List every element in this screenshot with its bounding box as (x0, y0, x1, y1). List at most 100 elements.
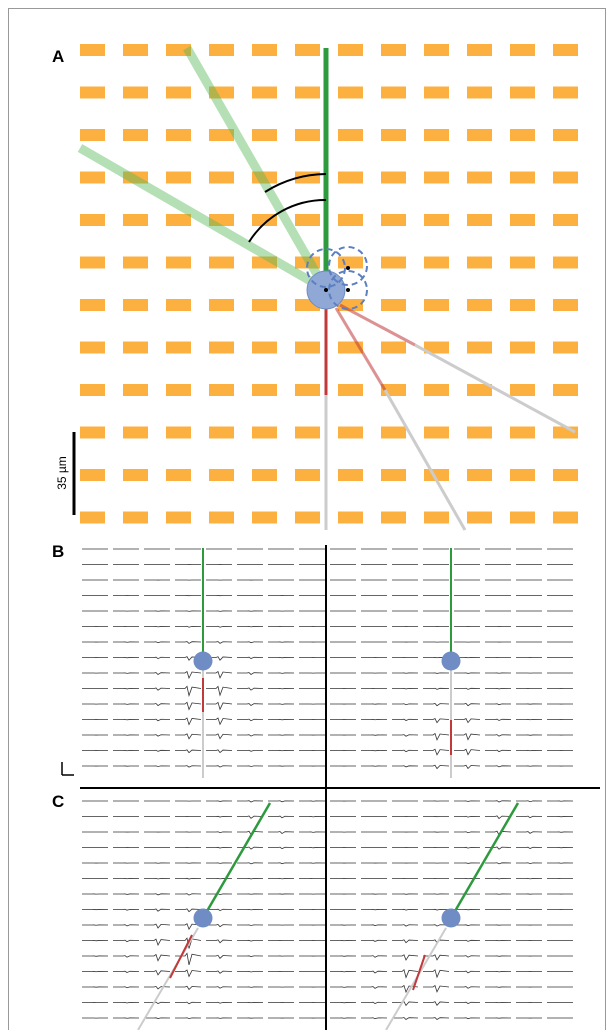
electrode (295, 469, 320, 481)
dot (346, 288, 350, 292)
electrode (252, 299, 277, 311)
electrode (252, 512, 277, 524)
electrode (553, 214, 578, 226)
electrode (209, 427, 234, 439)
electrode (424, 87, 449, 99)
panel-label: B (52, 542, 64, 561)
electrode (338, 512, 363, 524)
electrode (424, 172, 449, 184)
electrode (252, 44, 277, 56)
electrode (338, 427, 363, 439)
trace (113, 704, 139, 705)
trace (144, 626, 170, 627)
electrode (467, 87, 492, 99)
electrode (295, 384, 320, 396)
trace (454, 863, 480, 864)
electrode (424, 257, 449, 269)
electrode (381, 299, 406, 311)
electrode (80, 512, 105, 524)
electrode (123, 129, 148, 141)
electrode (80, 172, 105, 184)
electrode (467, 257, 492, 269)
electrode (338, 214, 363, 226)
soma (194, 909, 213, 928)
electrode (424, 129, 449, 141)
electrode (553, 87, 578, 99)
electrode (381, 427, 406, 439)
electrode (381, 469, 406, 481)
electrode (295, 512, 320, 524)
electrode (381, 342, 406, 354)
electrode (553, 512, 578, 524)
electrode (467, 214, 492, 226)
electrode (209, 512, 234, 524)
trace (454, 673, 480, 674)
electrode (424, 427, 449, 439)
trace (206, 1018, 232, 1019)
electrode (123, 257, 148, 269)
electrode (123, 512, 148, 524)
electrode (510, 512, 535, 524)
electrode (252, 129, 277, 141)
electrode (166, 129, 191, 141)
electrode (510, 427, 535, 439)
electrode (295, 427, 320, 439)
electrode (123, 214, 148, 226)
electrode (467, 469, 492, 481)
electrode (252, 469, 277, 481)
electrode (381, 44, 406, 56)
electrode (80, 469, 105, 481)
electrode (80, 427, 105, 439)
electrode (80, 257, 105, 269)
electrode (510, 44, 535, 56)
electrode (209, 469, 234, 481)
dot (346, 266, 350, 270)
electrode (424, 512, 449, 524)
electrode (166, 214, 191, 226)
electrode (424, 44, 449, 56)
electrode (510, 342, 535, 354)
electrode (252, 87, 277, 99)
electrode (510, 384, 535, 396)
electrode (467, 512, 492, 524)
electrode (553, 172, 578, 184)
electrode (209, 172, 234, 184)
electrode (166, 257, 191, 269)
trace (268, 688, 294, 689)
trace (485, 878, 511, 879)
electrode (123, 44, 148, 56)
electrode (295, 129, 320, 141)
electrode (381, 257, 406, 269)
trace (485, 688, 511, 689)
electrode (553, 342, 578, 354)
electrode (381, 129, 406, 141)
electrode (510, 87, 535, 99)
soma (442, 652, 461, 671)
electrode (424, 299, 449, 311)
electrode (295, 44, 320, 56)
trace (113, 688, 139, 689)
electrode (338, 87, 363, 99)
electrode (553, 129, 578, 141)
electrode (381, 87, 406, 99)
electrode (209, 342, 234, 354)
trace (423, 673, 449, 674)
trace (113, 894, 139, 895)
electrode (166, 469, 191, 481)
trace (206, 801, 232, 802)
electrode (553, 469, 578, 481)
electrode (467, 172, 492, 184)
electrode (510, 469, 535, 481)
electrode (338, 129, 363, 141)
dot (324, 288, 328, 292)
electrode (510, 214, 535, 226)
electrode (123, 342, 148, 354)
electrode (467, 129, 492, 141)
electrode (381, 172, 406, 184)
electrode (338, 469, 363, 481)
electrode (553, 299, 578, 311)
electrode (424, 384, 449, 396)
electrode (123, 469, 148, 481)
